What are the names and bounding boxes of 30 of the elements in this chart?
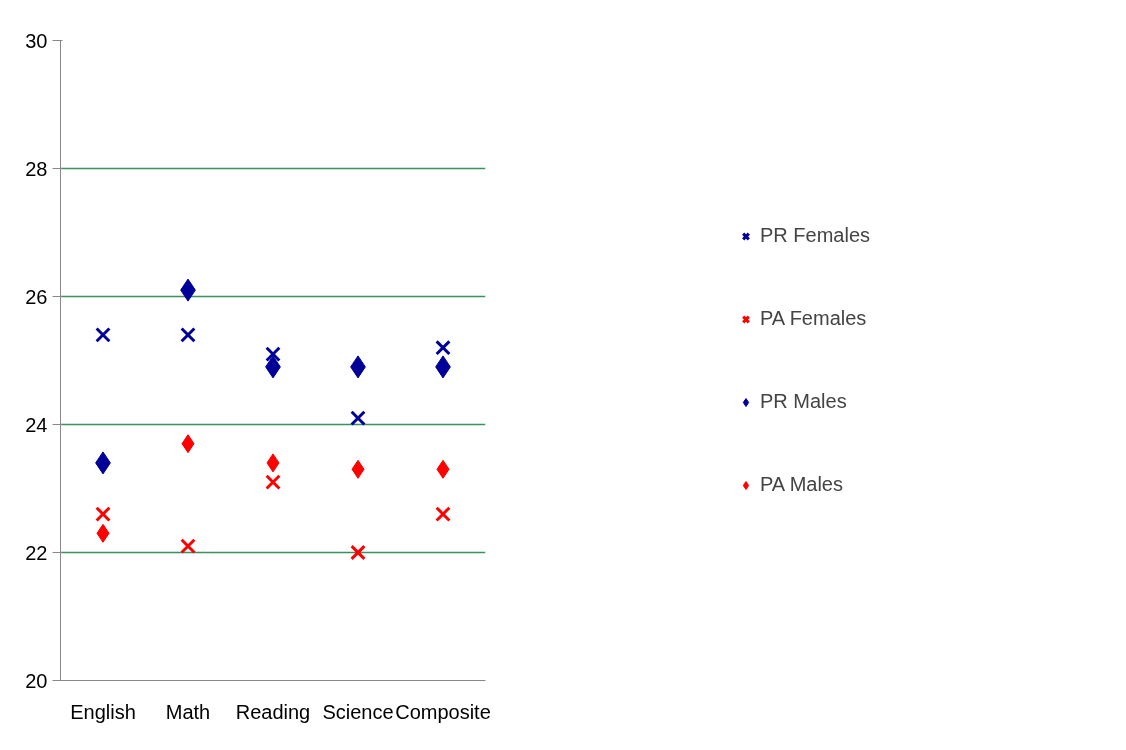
point <box>435 506 451 522</box>
x-tick-label: Reading <box>235 700 311 723</box>
y-tick-label: 30 <box>25 29 48 52</box>
y-tick-label: 28 <box>25 157 48 180</box>
point <box>95 327 111 343</box>
y-tick-label: 22 <box>25 541 48 564</box>
point <box>350 410 366 426</box>
x-tick-label: English <box>70 700 136 723</box>
point <box>435 339 451 356</box>
y-tick-label: 26 <box>25 285 48 308</box>
point <box>265 474 281 490</box>
point <box>350 544 366 561</box>
legend-label: PR Males <box>759 390 847 413</box>
point <box>180 327 196 343</box>
legend-label: PA Females <box>759 307 867 330</box>
x-tick-label: Math <box>165 700 211 723</box>
point <box>96 523 110 543</box>
point <box>265 346 281 362</box>
x-tick-label: Composite <box>395 700 491 723</box>
point <box>436 459 450 479</box>
point <box>266 453 280 473</box>
x-tick-label: Science <box>322 700 394 723</box>
point <box>95 506 111 522</box>
legend-label: PA Males <box>759 473 843 496</box>
legend-label: PR Females <box>759 224 871 247</box>
point <box>181 434 195 454</box>
point <box>180 538 196 554</box>
y-tick-label: 20 <box>25 669 48 692</box>
y-tick-label: 24 <box>25 413 48 436</box>
point <box>351 459 365 479</box>
